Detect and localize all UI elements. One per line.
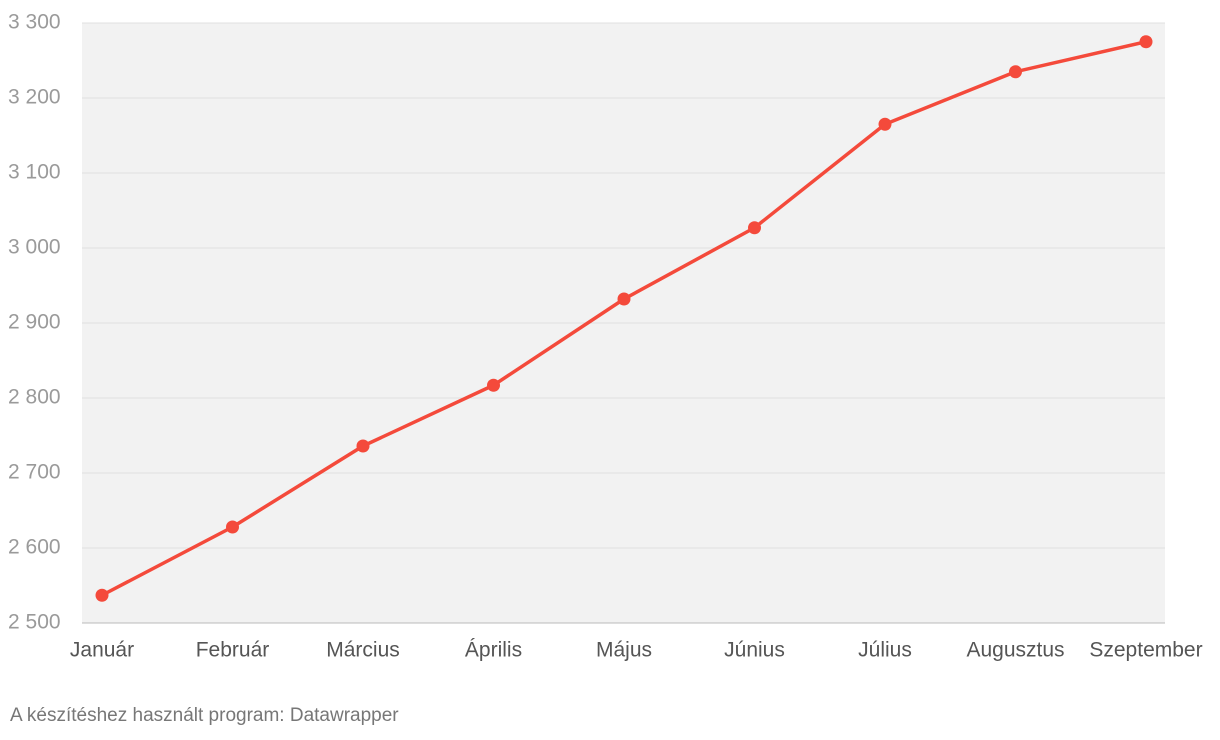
x-tick-label: Február: [196, 639, 270, 662]
x-tick-label: Június: [724, 639, 785, 662]
x-tick-label: Május: [596, 639, 652, 662]
y-tick-label: 3 300: [8, 11, 61, 34]
source-note: A készítéshez használt program: Datawrap…: [10, 705, 399, 726]
x-tick-label: Augusztus: [966, 639, 1064, 662]
data-point: [95, 588, 109, 602]
data-point: [1009, 65, 1022, 79]
y-tick-label: 3 000: [8, 236, 61, 259]
data-point: [748, 221, 761, 235]
y-tick-label: 2 900: [8, 311, 61, 334]
data-point: [487, 378, 500, 392]
x-tick-label: Március: [326, 639, 400, 662]
data-point: [617, 292, 631, 306]
y-tick-label: 2 700: [8, 461, 61, 484]
data-point: [356, 439, 370, 453]
data-point: [878, 117, 892, 131]
data-point: [1139, 35, 1153, 49]
y-tick-label: 3 100: [8, 161, 61, 184]
y-tick-label: 3 200: [8, 86, 61, 109]
x-tick-label: Április: [465, 639, 522, 662]
x-tick-label: Január: [70, 639, 134, 662]
y-tick-label: 2 500: [8, 611, 61, 634]
x-tick-label: Szeptember: [1089, 639, 1202, 662]
data-point: [226, 520, 239, 534]
y-tick-label: 2 600: [8, 536, 61, 559]
y-tick-label: 2 800: [8, 386, 61, 409]
x-tick-label: Július: [858, 639, 912, 662]
